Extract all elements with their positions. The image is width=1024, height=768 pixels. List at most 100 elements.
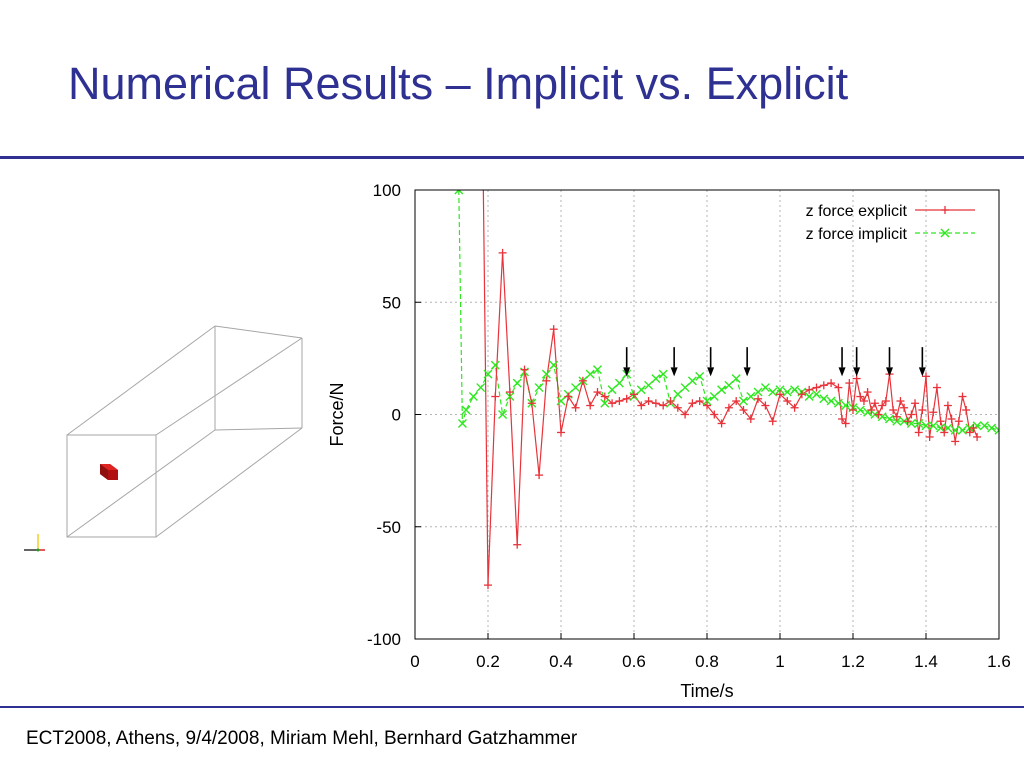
slide-title: Numerical Results – Implicit vs. Explici… [68,58,849,109]
implicit-data-point [958,425,967,435]
explicit-data-point [900,403,909,412]
explicit-data-point [768,417,777,426]
x-tick-label: 0.8 [695,652,719,671]
implicit-data-point [505,392,515,402]
explicit-data-point [746,414,755,423]
y-tick-label: 100 [373,181,401,200]
implicit-data-point [731,374,741,384]
box-edge-bottom-left [66,429,216,538]
explicit-data-point [797,390,806,399]
explicit-data-point [841,419,850,428]
implicit-data-point [571,383,581,393]
force-time-chart: 0 0.2 0.4 0.6 0.8 1 1.2 1.4 1.6 100 50 0 -50 -100 z f… [327,181,1011,701]
implicit-data-point [614,378,624,388]
annotation-arrow [918,347,926,377]
explicit-data-point [947,414,956,423]
implicit-data-point [928,421,938,431]
explicit-data-point [622,394,631,403]
chart-legend: z force explicit z force implicit [806,203,975,243]
x-tick-label: 0.6 [622,652,646,671]
explicit-data-point [564,392,573,401]
x-tick-label: 1.6 [987,652,1011,671]
x-axis-label: Time/s [680,681,733,701]
box-edge-bottom-right [155,427,303,538]
explicit-data-point [940,428,949,437]
explicit-data-point [505,388,514,397]
explicit-data-point [717,419,726,428]
implicit-data-point [936,423,946,433]
implicit-data-point [921,421,931,431]
explicit-data-point [754,394,763,403]
explicit-data-point [922,372,930,381]
implicit-data-point [855,405,865,415]
x-tick-label: 1.4 [914,652,938,671]
explicit-data-point [859,397,868,406]
chart-annotation-arrows [623,347,926,377]
implicit-data-point [775,385,785,395]
box-back-bottom [214,427,303,431]
chart-series-group [458,190,999,586]
annotation-arrow [670,347,678,377]
explicit-data-point [881,397,890,406]
explicit-data-point [929,408,938,417]
implicit-data-point [987,423,997,433]
explicit-data-point [776,390,784,399]
box-back-top [214,325,303,339]
explicit-data-point [845,379,854,388]
box-front-face [66,434,157,538]
implicit-data-point [461,405,471,415]
implicit-data-point [549,360,559,370]
explicit-data-point [586,401,595,410]
explicit-data-point [637,401,646,410]
footer-divider [0,706,1024,708]
explicit-data-point [867,406,876,415]
implicit-data-point [724,380,734,390]
explicit-data-point [892,412,901,421]
implicit-data-point [585,369,595,379]
legend-marker [940,228,950,238]
explicit-data-point [732,397,741,406]
implicit-data-point [804,392,814,402]
implicit-data-point [739,396,748,406]
explicit-data-point [849,406,857,415]
explicit-data-point [527,399,536,408]
implicit-data-point [753,387,763,397]
chart-grid [415,190,999,639]
y-tick-label: 50 [382,293,401,312]
explicit-data-point [936,417,945,426]
implicit-data-point [483,369,493,379]
explicit-data-point [943,401,952,410]
explicit-data-point [889,406,898,415]
implicit-data-point [468,392,478,402]
legend-label: z force explicit [806,203,908,220]
box-edge-top-left [66,325,216,436]
annotation-arrow [707,347,715,377]
explicit-data-point [681,410,690,419]
implicit-data-point [914,418,924,428]
implicit-data-point [790,385,800,395]
y-tick-label: 0 [392,406,401,425]
explicit-data-point [484,581,492,590]
chart-tick-labels: 0 0.2 0.4 0.6 0.8 1 1.2 1.4 1.6 100 50 0 -50 -100 [367,181,1011,671]
explicit-data-point [790,403,799,412]
explicit-data-point [535,471,544,480]
implicit-data-point [943,423,953,433]
x-tick-label: 1 [775,652,784,671]
series-line-explicit [482,190,978,586]
plot-frame [414,189,1000,640]
explicit-data-point [739,406,748,415]
explicit-data-point [911,399,920,408]
implicit-data-point [490,360,500,370]
explicit-data-point [965,428,974,437]
explicit-data-point [783,397,792,406]
explicit-data-point [724,403,733,412]
implicit-data-point [600,398,610,408]
explicit-data-point [695,397,704,406]
implicit-data-point [454,190,464,195]
implicit-data-point [644,380,654,390]
implicit-data-point [457,418,467,428]
explicit-data-point [666,397,675,406]
series-line-implicit [458,190,999,431]
annotation-arrow [743,347,751,377]
x-tick-label: 1.2 [841,652,865,671]
